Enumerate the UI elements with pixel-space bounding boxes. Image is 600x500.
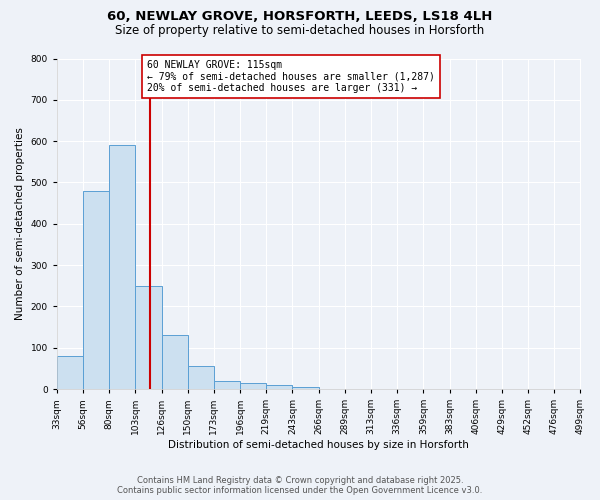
Text: 60 NEWLAY GROVE: 115sqm
← 79% of semi-detached houses are smaller (1,287)
20% of: 60 NEWLAY GROVE: 115sqm ← 79% of semi-de… [147,60,434,93]
Bar [214,381,240,389]
Bar [57,356,83,389]
Bar [266,385,292,389]
Text: Contains HM Land Registry data © Crown copyright and database right 2025.
Contai: Contains HM Land Registry data © Crown c… [118,476,482,495]
Text: Size of property relative to semi-detached houses in Horsforth: Size of property relative to semi-detach… [115,24,485,37]
Bar [109,146,136,389]
Bar [136,286,161,389]
Bar [83,190,109,389]
X-axis label: Distribution of semi-detached houses by size in Horsforth: Distribution of semi-detached houses by … [168,440,469,450]
Bar [188,366,214,389]
Y-axis label: Number of semi-detached properties: Number of semi-detached properties [15,128,25,320]
Bar [240,383,266,389]
Bar [161,336,188,389]
Bar [292,387,319,389]
Text: 60, NEWLAY GROVE, HORSFORTH, LEEDS, LS18 4LH: 60, NEWLAY GROVE, HORSFORTH, LEEDS, LS18… [107,10,493,23]
